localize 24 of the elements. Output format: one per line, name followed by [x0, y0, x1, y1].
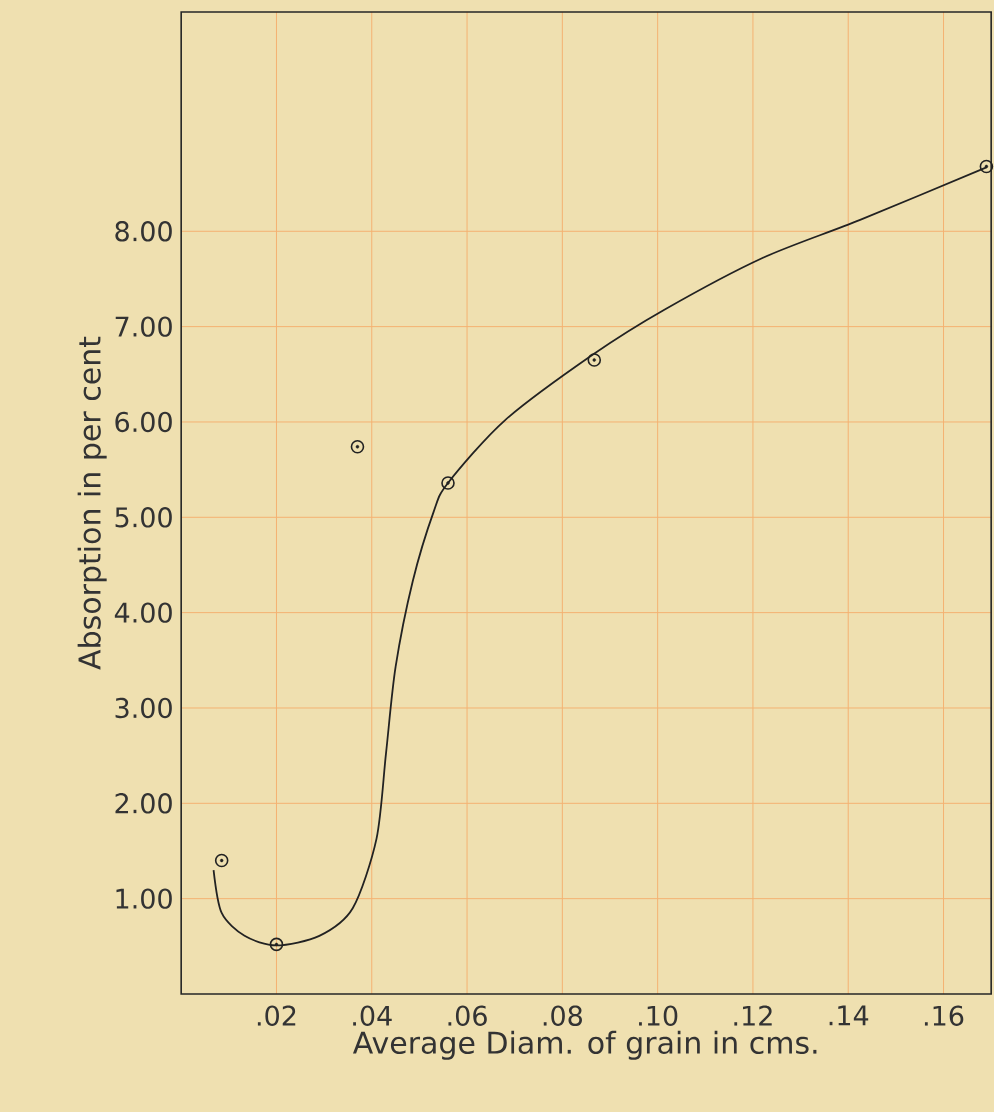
point: [350, 439, 365, 454]
point: [587, 353, 601, 367]
x-tick-label: .14: [829, 1005, 869, 1026]
x-tick-label: .12: [734, 1005, 772, 1026]
point: [979, 159, 994, 174]
y-tick-label: 2.00: [115, 793, 172, 814]
point: [441, 476, 455, 490]
x-tick-label: .16: [924, 1005, 964, 1026]
y-axis-title: Absorption in per cent: [77, 336, 107, 670]
x-tick-label: .04: [353, 1005, 392, 1026]
y-tick-label: 8.00: [115, 221, 172, 242]
y-tick-label: 4.00: [114, 602, 172, 623]
point: [269, 937, 284, 952]
x-axis-title: Average Diam. of grain in cms.: [352, 1030, 817, 1060]
x-tick-label: .02: [257, 1005, 296, 1026]
y-tick-label: 3.00: [115, 697, 172, 719]
y-tick-label: 6.00: [115, 411, 172, 433]
y-tick-label: 5.00: [115, 507, 172, 528]
y-tick-label: 1.00: [116, 888, 172, 909]
x-tick-label: .10: [638, 1005, 678, 1026]
x-tick-label: .06: [448, 1005, 487, 1026]
x-tick-label: .08: [543, 1005, 582, 1026]
point: [214, 853, 229, 868]
y-tick-label: 7.00: [115, 316, 172, 337]
